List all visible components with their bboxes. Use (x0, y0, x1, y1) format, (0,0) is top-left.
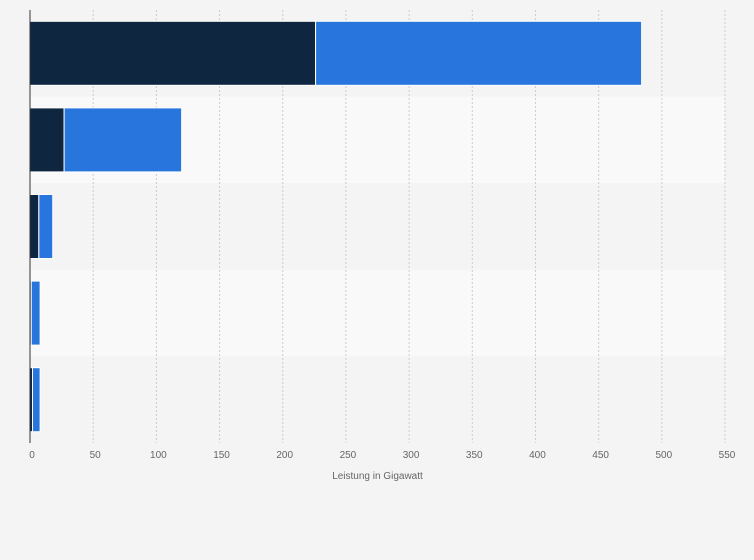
x-tick-label: 500 (655, 450, 672, 461)
row-band (30, 183, 725, 270)
x-tick-label: 200 (276, 450, 293, 461)
x-tick-label: 100 (150, 450, 167, 461)
x-tick-label: 350 (466, 450, 483, 461)
row-bands (30, 10, 725, 443)
bar-segment-series-2 (32, 367, 41, 433)
x-axis-title: Leistung in Gigawatt (332, 471, 423, 482)
row-band (30, 356, 725, 443)
x-tick-label: 450 (592, 450, 609, 461)
x-tick-label: 250 (340, 450, 357, 461)
x-tick-label: 150 (213, 450, 230, 461)
x-tick-label: 50 (90, 450, 102, 461)
x-tick-label: 400 (529, 450, 546, 461)
bar-segment-series-2 (38, 194, 54, 259)
bar-segment-series-2 (63, 107, 183, 173)
bar-segment-series-2 (315, 20, 643, 86)
x-tick-label: 300 (403, 450, 420, 461)
bar-segment-series-1 (29, 20, 317, 86)
bars (29, 20, 643, 433)
bar-segment-series-1 (29, 107, 65, 173)
x-tick-labels: 0 50 100 150 200 250 300 350 400 450 500 550 (29, 450, 736, 461)
bar-segment-series-2 (30, 280, 41, 346)
x-tick-label: 550 (719, 450, 736, 461)
bar-segment-series-1 (29, 194, 40, 259)
x-tick-label: 0 (29, 450, 35, 461)
row-band (30, 269, 725, 357)
